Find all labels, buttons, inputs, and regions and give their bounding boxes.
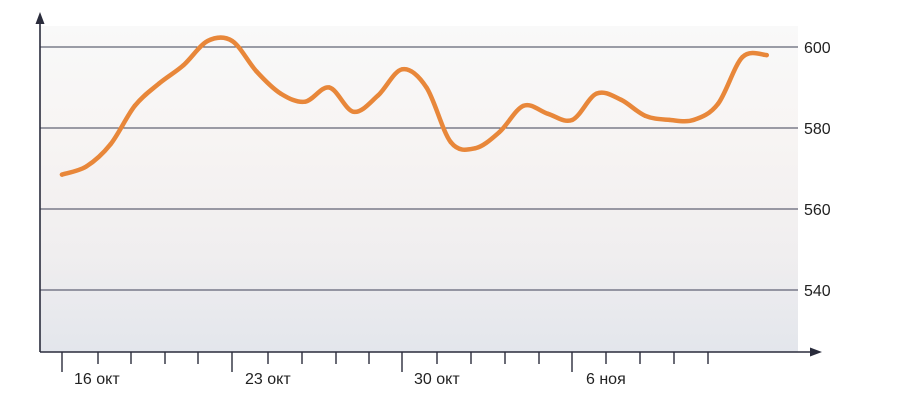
x-tick-label: 23 окт <box>245 371 291 388</box>
axes <box>35 12 822 357</box>
data-point <box>618 97 624 102</box>
data-point <box>424 85 429 90</box>
y-tick-label: 600 <box>804 40 831 57</box>
x-tick-label: 6 ноя <box>586 371 626 388</box>
data-point <box>497 129 502 135</box>
x-axis-arrow-icon <box>810 347 822 357</box>
data-point <box>205 38 210 44</box>
data-point <box>108 142 113 147</box>
x-tick-label: 30 окт <box>414 371 460 388</box>
data-point <box>472 146 478 151</box>
grid-lines <box>40 46 798 291</box>
data-point <box>327 85 332 90</box>
data-point <box>570 117 575 123</box>
data-point <box>764 52 769 58</box>
series-layer <box>59 35 769 177</box>
data-point <box>643 113 648 119</box>
data-point <box>254 69 259 74</box>
data-point <box>229 38 235 44</box>
data-point <box>157 81 162 86</box>
data-point <box>59 172 65 177</box>
data-point <box>691 117 696 123</box>
data-point <box>375 93 381 98</box>
data-point <box>521 103 526 108</box>
data-point <box>84 164 89 169</box>
x-tick-labels: 16 окт 23 окт 30 окт 6 ноя <box>74 371 626 388</box>
x-tick-label: 16 окт <box>74 371 120 388</box>
y-tick-labels: 540 560 580 600 <box>804 40 831 300</box>
data-point <box>400 67 405 72</box>
data-point <box>545 111 551 117</box>
data-point <box>278 91 283 96</box>
data-point <box>302 99 308 104</box>
data-point <box>181 62 186 68</box>
x-tick-marks <box>61 352 709 372</box>
y-tick-label: 560 <box>804 202 831 219</box>
data-point <box>132 103 138 108</box>
data-point <box>667 117 672 123</box>
y-axis-arrow-icon <box>35 12 45 24</box>
y-tick-label: 540 <box>804 283 831 300</box>
data-point <box>740 54 745 60</box>
y-tick-label: 580 <box>804 121 831 138</box>
data-point <box>594 91 599 96</box>
data-point <box>448 140 453 145</box>
data-point <box>715 101 721 106</box>
data-point <box>351 109 356 115</box>
